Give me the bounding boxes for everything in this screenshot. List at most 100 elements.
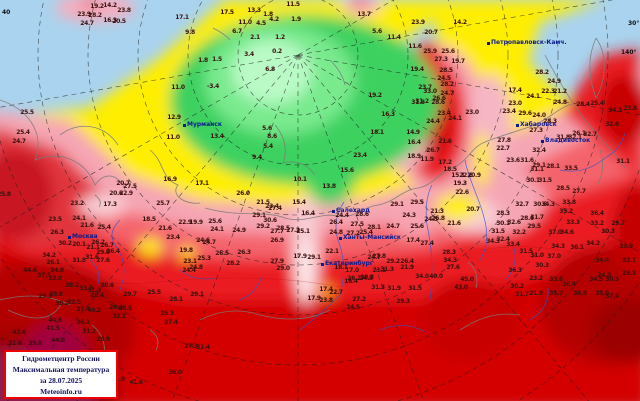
station-value: 22.9 — [178, 219, 192, 226]
station-value: 33.3 — [79, 285, 93, 292]
station-value: 30.3 — [535, 262, 549, 269]
station-value: 33.8 — [562, 199, 576, 206]
station-value: 23.0 — [465, 109, 479, 116]
station-value: 23.2 — [70, 200, 84, 207]
station-value: 32.2 — [112, 313, 126, 320]
station-value: 1.9 — [291, 16, 301, 23]
station-value: 25.1 — [296, 228, 310, 235]
station-value: 19.7 — [451, 58, 465, 65]
station-value: 21.6 — [158, 225, 172, 232]
station-value: 6.7 — [232, 28, 242, 35]
station-value: 29.0 — [96, 249, 110, 256]
station-value: 27.3 — [184, 343, 198, 350]
city-label: Хабаровск — [520, 121, 557, 128]
station-value: 27.5 — [350, 221, 364, 228]
station-value: 27.6 — [96, 257, 110, 264]
station-value: 24.5 — [359, 275, 373, 282]
station-value: 21.2 — [553, 88, 567, 95]
station-value: 25.3 — [197, 255, 211, 262]
station-value: 3.4 — [244, 51, 254, 58]
station-value: 33.3 — [566, 219, 580, 226]
station-value: 31.5 — [538, 177, 552, 184]
station-value: 23.4 — [502, 108, 516, 115]
station-value: 11.0 — [166, 134, 180, 141]
station-value: 24.8 — [329, 229, 343, 236]
station-value: 27.7 — [270, 228, 284, 235]
station-value: 17.1 — [175, 14, 189, 21]
station-value: 20.6 — [109, 190, 123, 197]
station-value: 30.3 — [360, 274, 374, 281]
station-value: 23.0 — [508, 100, 522, 107]
city-marker: Москва — [68, 234, 98, 240]
station-value: 31.6 — [520, 157, 534, 164]
station-value: 32.4 — [532, 147, 546, 154]
station-value: 34.8 — [50, 267, 64, 274]
station-value: 39.0 — [28, 340, 42, 347]
station-value: 41.5 — [46, 325, 60, 332]
station-value: 26.8 — [431, 215, 445, 222]
station-value: 24.4 — [426, 118, 440, 125]
station-value: 31.3 — [380, 266, 394, 273]
station-value: 25.5 — [20, 109, 34, 116]
station-value: 35.7 — [549, 290, 563, 297]
station-value: 11.9 — [420, 156, 434, 163]
station-value: 28.5 — [276, 225, 290, 232]
station-value: 20.1 — [72, 241, 86, 248]
station-value: 45.0 — [460, 276, 474, 283]
station-value: 23.6 — [506, 157, 520, 164]
station-value: 26.7 — [426, 147, 440, 154]
station-value: 28.4 — [576, 101, 590, 108]
station-value: 5.6 — [372, 28, 382, 35]
station-value: 19.2 — [368, 92, 382, 99]
station-value: 4.5 — [256, 20, 266, 27]
station-value: 6.8 — [265, 66, 275, 73]
station-value: 19.3 — [453, 180, 467, 187]
station-value: 9.4 — [252, 154, 262, 161]
station-value: 28.6 — [431, 99, 445, 106]
station-value: 36.3 — [508, 267, 522, 274]
station-value: 11.6 — [408, 43, 422, 50]
station-value: 25.6 — [410, 223, 424, 230]
city-dot-icon — [183, 123, 186, 127]
station-value: 22.3 — [541, 88, 555, 95]
city-label: Екатеринбург — [325, 260, 373, 267]
station-value: 17.4 — [406, 237, 420, 244]
station-value: 29.1 — [252, 212, 266, 219]
station-value: 28.2 — [88, 12, 102, 19]
station-value: 31.7 — [515, 291, 529, 298]
station-value: 21.1 — [86, 244, 100, 251]
station-value: 26.7 — [100, 242, 114, 249]
station-value: 25.4 — [590, 100, 604, 107]
station-value: 24.9 — [547, 78, 561, 85]
station-value: 26.2 — [91, 239, 105, 246]
station-value: 14.2 — [453, 19, 467, 26]
legend-line-1: Гидрометцентр России — [22, 353, 100, 363]
station-value: 29.3 — [396, 298, 410, 305]
station-value: 29.1 — [390, 201, 404, 208]
station-value: 29.2 — [386, 258, 400, 265]
station-value: 21.6 — [80, 222, 94, 229]
station-value: 17.1 — [195, 180, 209, 187]
station-value: 23.8 — [319, 297, 333, 304]
station-value: 26.3 — [237, 249, 251, 256]
city-marker: Салехард — [332, 208, 370, 214]
station-value: 23.4 — [437, 110, 451, 117]
station-value: 32.1 — [622, 257, 636, 264]
station-value: 24.9 — [232, 227, 246, 234]
station-value: 27.8 — [372, 253, 386, 260]
station-value: 22.1 — [325, 248, 339, 255]
station-value: 27.2 — [286, 227, 300, 234]
station-value: 16.4 — [344, 278, 358, 285]
station-value: 2.1 — [250, 34, 260, 41]
station-value: 5.6 — [262, 125, 272, 132]
city-label: Ханты-Мансийск — [343, 234, 401, 241]
graticule-label: 30° — [628, 20, 640, 27]
station-value: 11.0 — [238, 19, 252, 26]
station-value: 33.2 — [590, 220, 604, 227]
city-dot-icon — [321, 262, 324, 266]
station-value: 41.0 — [111, 376, 125, 383]
station-value: 24.0 — [532, 112, 546, 119]
station-value: 31.5 — [491, 228, 505, 235]
station-value: 28.4 — [109, 304, 123, 311]
